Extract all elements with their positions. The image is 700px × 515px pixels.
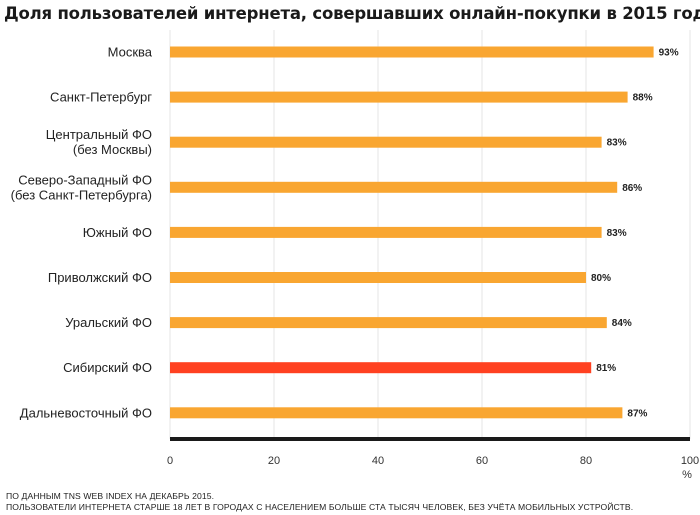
bar <box>170 136 602 148</box>
chart-title: Доля пользователей интернета, совершавши… <box>4 4 700 23</box>
value-label: 87% <box>627 408 647 419</box>
value-label: 84% <box>612 318 632 329</box>
footnote-source: ПО ДАННЫМ TNS WEB INDEX НА ДЕКАБРЬ 2015. <box>6 491 215 501</box>
category-label: (без Санкт-Петербурга) <box>11 187 152 202</box>
x-tick-label: 100 <box>681 455 699 467</box>
bar <box>170 181 618 193</box>
footnote-methodology: ПОЛЬЗОВАТЕЛИ ИНТЕРНЕТА СТАРШЕ 18 ЛЕТ В Г… <box>6 502 634 512</box>
bar <box>170 91 628 103</box>
category-label: Южный ФО <box>83 225 152 240</box>
category-label: Москва <box>108 45 153 60</box>
bar <box>170 407 623 419</box>
category-label: Приволжский ФО <box>48 270 152 285</box>
x-axis-label: % <box>682 469 692 481</box>
category-label: Дальневосточный ФО <box>20 405 152 420</box>
category-label: Уральский ФО <box>65 315 152 330</box>
category-label: Сибирский ФО <box>63 360 152 375</box>
x-tick-label: 80 <box>580 455 592 467</box>
category-label: Санкт-Петербург <box>50 90 152 105</box>
bar <box>170 272 586 283</box>
value-label: 86% <box>622 183 642 194</box>
bar <box>170 226 602 238</box>
x-tick-label: 0 <box>167 455 173 467</box>
x-tick-label: 20 <box>268 455 280 467</box>
value-label: 93% <box>659 48 679 59</box>
bar <box>170 46 654 58</box>
x-tick-label: 60 <box>476 455 488 467</box>
value-label: 83% <box>607 228 627 239</box>
bar <box>170 317 607 329</box>
bar <box>170 362 592 374</box>
value-label: 81% <box>596 363 616 374</box>
category-label: Центральный ФО <box>46 127 152 142</box>
value-label: 80% <box>591 273 611 284</box>
category-label: (без Москвы) <box>73 142 152 157</box>
bar-chart: 0 20 40 60 80 100% 93% Москва 88% Санкт-Петербург… <box>11 30 699 481</box>
value-label: 88% <box>633 93 653 104</box>
category-label: Северо-Западный ФО <box>18 172 152 187</box>
x-tick-label: 40 <box>372 455 384 467</box>
value-label: 83% <box>607 138 627 149</box>
